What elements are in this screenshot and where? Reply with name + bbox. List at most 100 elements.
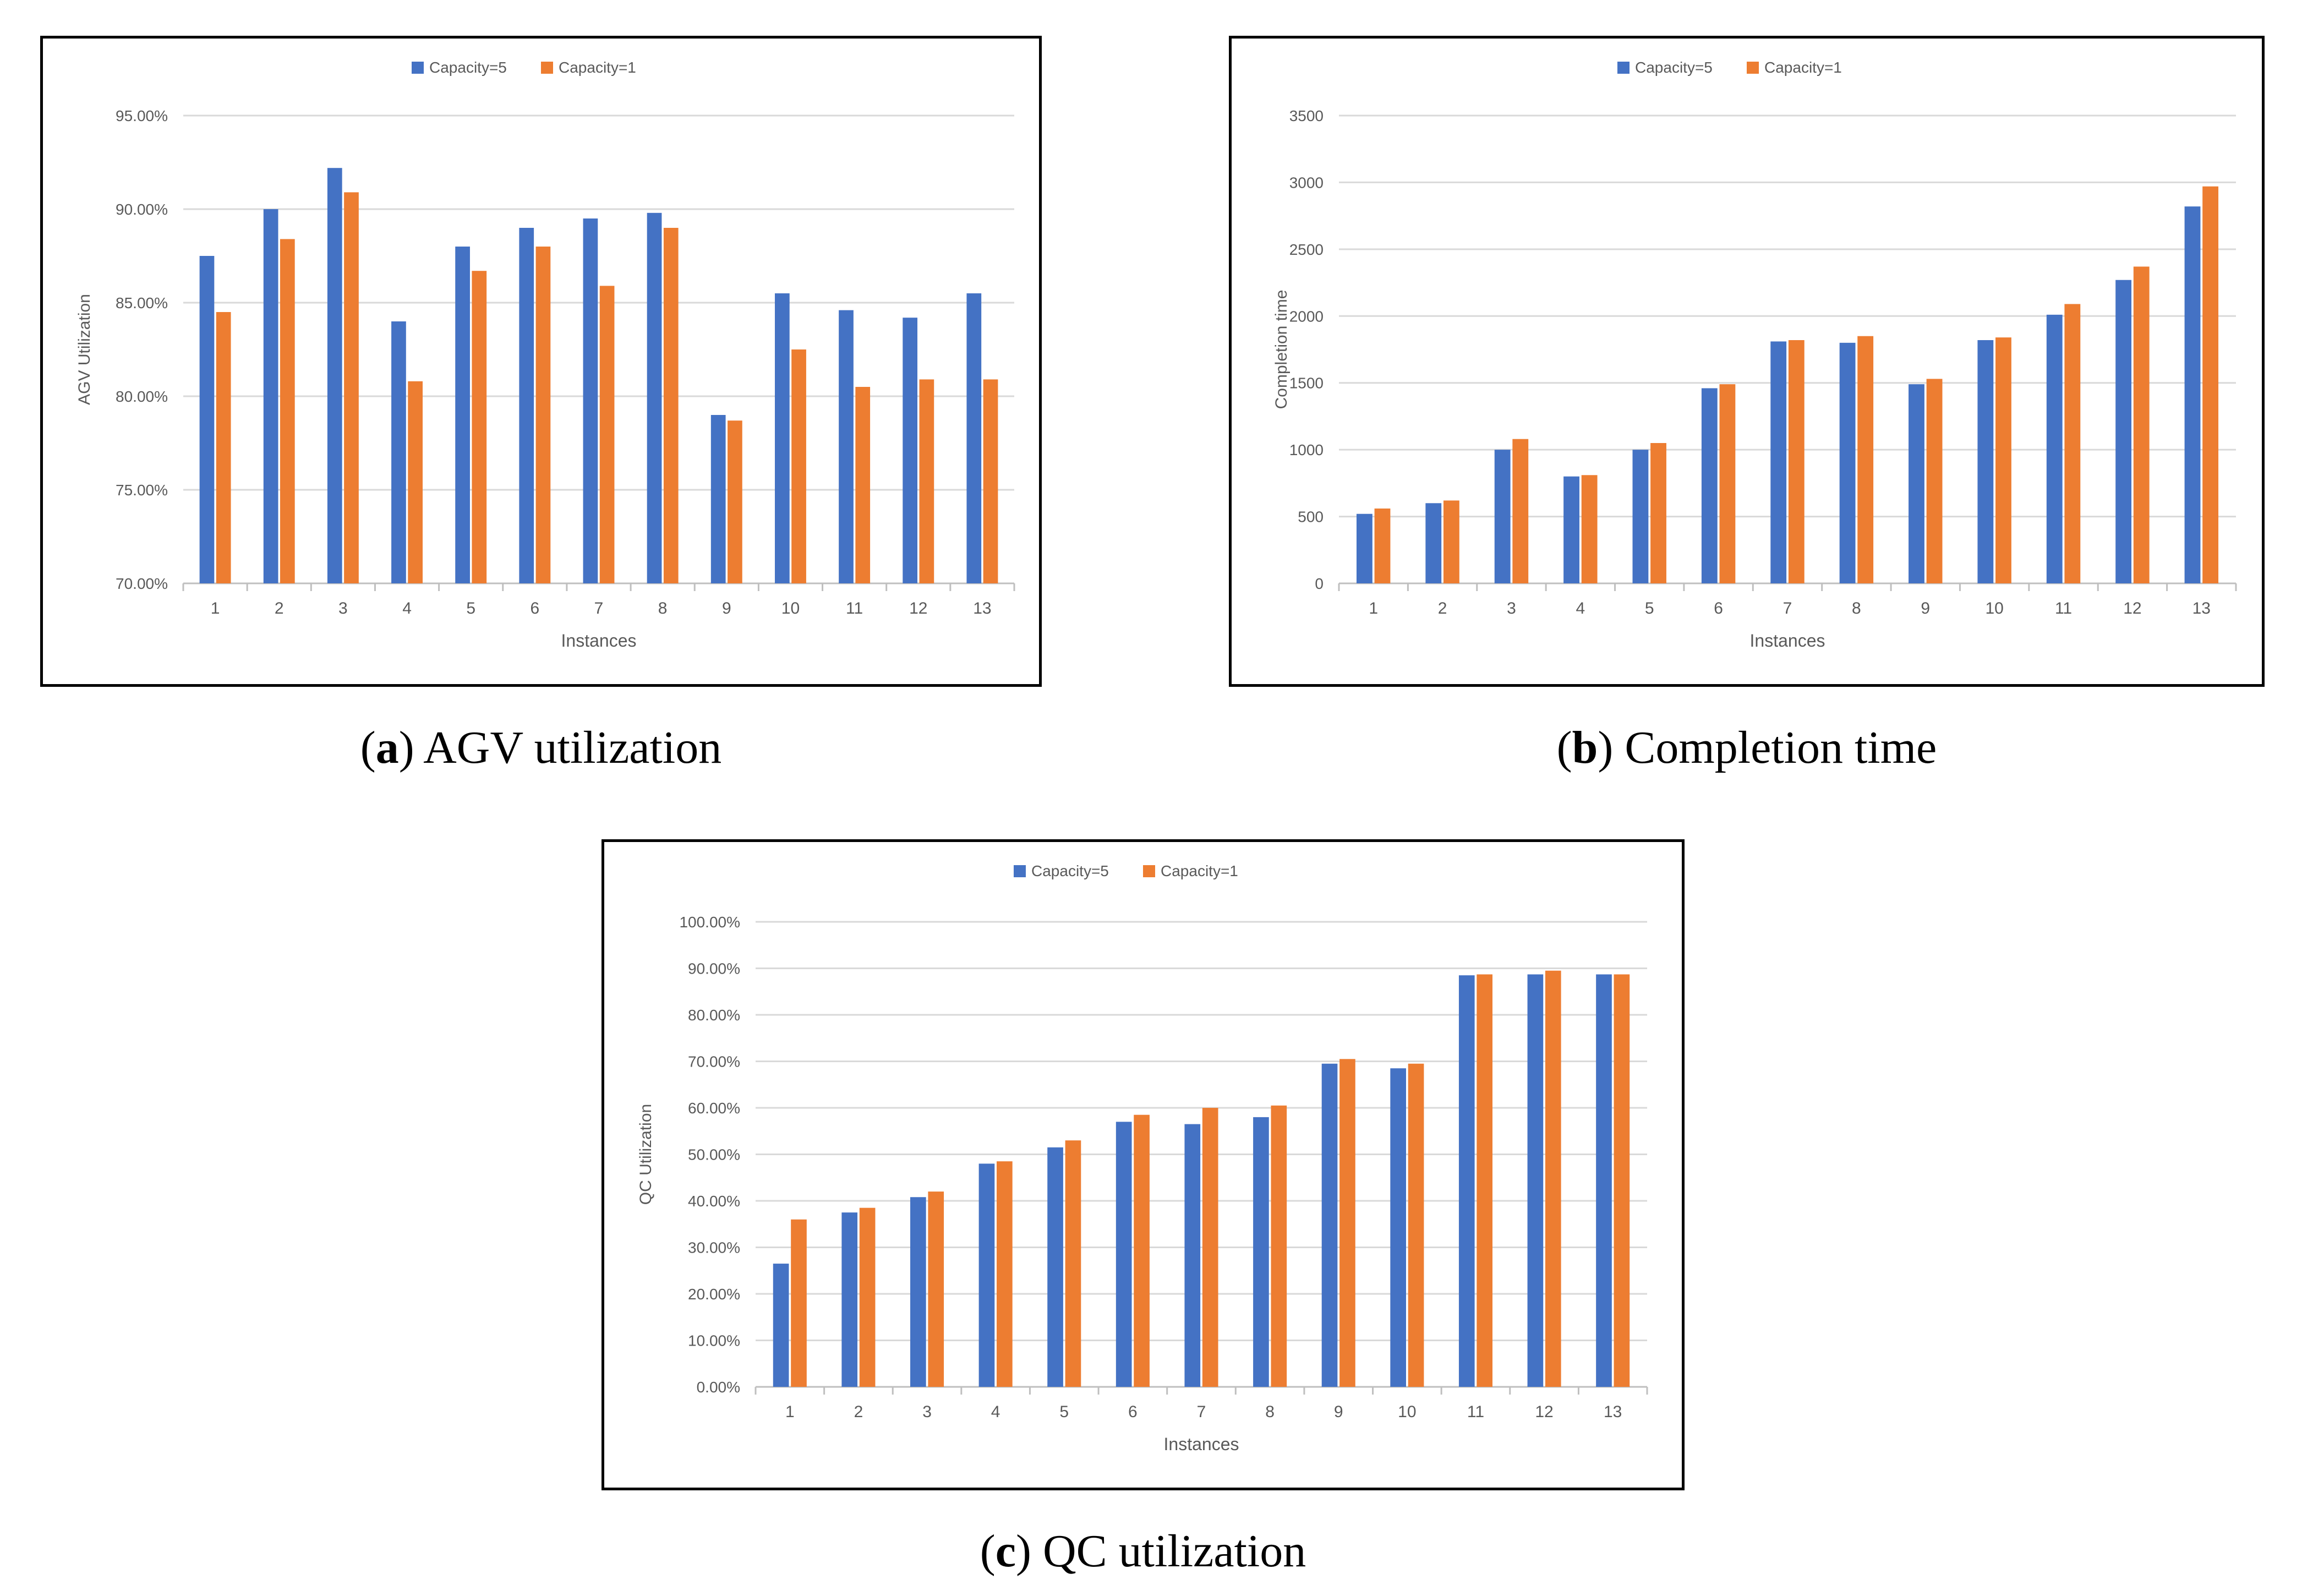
- x-tick-label: 5: [466, 599, 475, 617]
- x-tick-label: 7: [1783, 599, 1792, 617]
- bar-capacity1: [1857, 336, 1874, 583]
- y-tick-label: 90.00%: [116, 201, 168, 218]
- bar-capacity5: [1047, 1147, 1063, 1387]
- caption-b: (b) Completion time: [1556, 722, 1937, 773]
- x-tick-label: 6: [1714, 599, 1723, 617]
- x-tick-label: 13: [973, 599, 991, 617]
- bar-capacity5: [647, 212, 662, 583]
- x-tick-label: 9: [722, 599, 731, 617]
- legend-label: Capacity=1: [1161, 862, 1238, 879]
- y-tick-label: 75.00%: [116, 482, 168, 499]
- x-tick-label: 7: [1197, 1403, 1206, 1421]
- caption-a: (a) AGV utilization: [360, 722, 722, 773]
- bar-capacity1: [1339, 1059, 1355, 1387]
- legend-label: Capacity=5: [1031, 862, 1109, 879]
- x-tick-label: 12: [2123, 599, 2141, 617]
- legend-swatch-capacity1: [541, 62, 553, 74]
- x-tick-label: 5: [1059, 1403, 1069, 1421]
- x-tick-label: 2: [1438, 599, 1447, 617]
- bar-capacity1: [2133, 266, 2150, 583]
- bar-capacity5: [1977, 340, 1994, 583]
- y-axis-label: QC Utilization: [637, 1104, 655, 1205]
- x-tick-label: 5: [1645, 599, 1654, 617]
- x-tick-label: 2: [275, 599, 284, 617]
- legend-label: Capacity=1: [1764, 59, 1842, 76]
- bar-capacity5: [1390, 1068, 1406, 1387]
- x-tick-label: 11: [846, 599, 863, 617]
- bar-capacity1: [728, 420, 742, 583]
- y-tick-label: 30.00%: [688, 1239, 740, 1256]
- bar-capacity5: [775, 293, 790, 583]
- bar-capacity1: [791, 1219, 807, 1387]
- y-tick-label: 70.00%: [116, 575, 168, 592]
- chart-panel-c: 0.00% 10.00% 20.00% 30.00% 40.00% 50.00% 60.00…: [602, 839, 1685, 1490]
- x-tick-label: 11: [2055, 599, 2072, 617]
- y-tick-label: 80.00%: [688, 1007, 740, 1024]
- bar-capacity5: [263, 209, 278, 583]
- bar-capacity1: [344, 192, 359, 583]
- legend-swatch-capacity1: [1143, 865, 1155, 877]
- bar-capacity1: [1512, 439, 1529, 583]
- bar-capacity1: [1202, 1108, 1218, 1387]
- y-tick-label: 20.00%: [688, 1286, 740, 1303]
- bar-capacity5: [1253, 1117, 1269, 1387]
- bar-capacity1: [216, 312, 231, 583]
- bar-capacity5: [199, 256, 215, 583]
- bar-capacity1: [408, 381, 423, 583]
- bar-capacity5: [391, 321, 406, 583]
- bar-capacity5: [2115, 280, 2132, 583]
- x-tick-label: 13: [1604, 1403, 1622, 1421]
- legend-swatch-capacity5: [1617, 62, 1630, 74]
- bar-capacity1: [472, 271, 487, 583]
- x-tick-label: 1: [1369, 599, 1378, 617]
- x-tick-label: 10: [1398, 1403, 1416, 1421]
- legend-label: Capacity=5: [429, 59, 507, 76]
- x-tick-label: 8: [658, 599, 668, 617]
- bar-capacity1: [928, 1191, 944, 1387]
- x-tick-label: 1: [211, 599, 220, 617]
- y-tick-label: 2500: [1289, 241, 1324, 258]
- bar-capacity5: [2184, 206, 2201, 584]
- bar-capacity5: [519, 228, 534, 583]
- y-axis-label: AGV Utilization: [75, 294, 94, 405]
- bar-capacity1: [663, 228, 679, 583]
- x-tick-label: 4: [402, 599, 412, 617]
- x-tick-label: 8: [1852, 599, 1861, 617]
- x-axis-label: Instances: [561, 631, 637, 651]
- y-tick-label: 85.00%: [116, 294, 168, 311]
- x-tick-label: 12: [909, 599, 927, 617]
- bar-capacity1: [1065, 1140, 1081, 1387]
- bar-capacity1: [1443, 500, 1459, 583]
- x-tick-label: 3: [1507, 599, 1516, 617]
- bar-capacity1: [855, 387, 871, 583]
- y-tick-label: 1500: [1289, 375, 1324, 392]
- x-tick-label: 12: [1535, 1403, 1553, 1421]
- bar-capacity1: [997, 1161, 1013, 1387]
- bar-capacity5: [327, 168, 342, 583]
- bar-capacity5: [839, 310, 854, 583]
- x-tick-label: 10: [1985, 599, 2003, 617]
- bar-capacity1: [599, 286, 615, 583]
- bar-capacity5: [1909, 384, 1924, 583]
- x-tick-label: 1: [785, 1403, 795, 1421]
- bar-capacity1: [1788, 340, 1805, 583]
- x-tick-label: 7: [594, 599, 604, 617]
- chart-panel-a: 70.00% 75.00% 80.00% 85.00% 90.00% 95.00% 1 2 3 4…: [40, 36, 1042, 687]
- bar-capacity5: [1494, 450, 1511, 583]
- bar-capacity1: [1477, 974, 1492, 1387]
- bar-capacity1: [1926, 379, 1943, 583]
- bar-capacity5: [1116, 1122, 1132, 1387]
- bar-capacity5: [1770, 341, 1787, 583]
- bar-capacity1: [1995, 337, 2011, 583]
- bar-capacity1: [2064, 304, 2081, 583]
- x-tick-label: 9: [1334, 1403, 1343, 1421]
- y-tick-label: 50.00%: [688, 1146, 740, 1163]
- bar-capacity5: [1701, 388, 1718, 583]
- bar-capacity5: [1563, 476, 1579, 583]
- chart-panel-b: 0 500 1000 1500 2000 2500 3000 3500 1 2 3 4 5 6 7 8 9 10 1…: [1229, 36, 2265, 687]
- y-tick-label: 40.00%: [688, 1193, 740, 1210]
- bar-capacity5: [773, 1264, 789, 1387]
- bar-capacity5: [1458, 975, 1475, 1387]
- bar-capacity5: [1596, 974, 1612, 1387]
